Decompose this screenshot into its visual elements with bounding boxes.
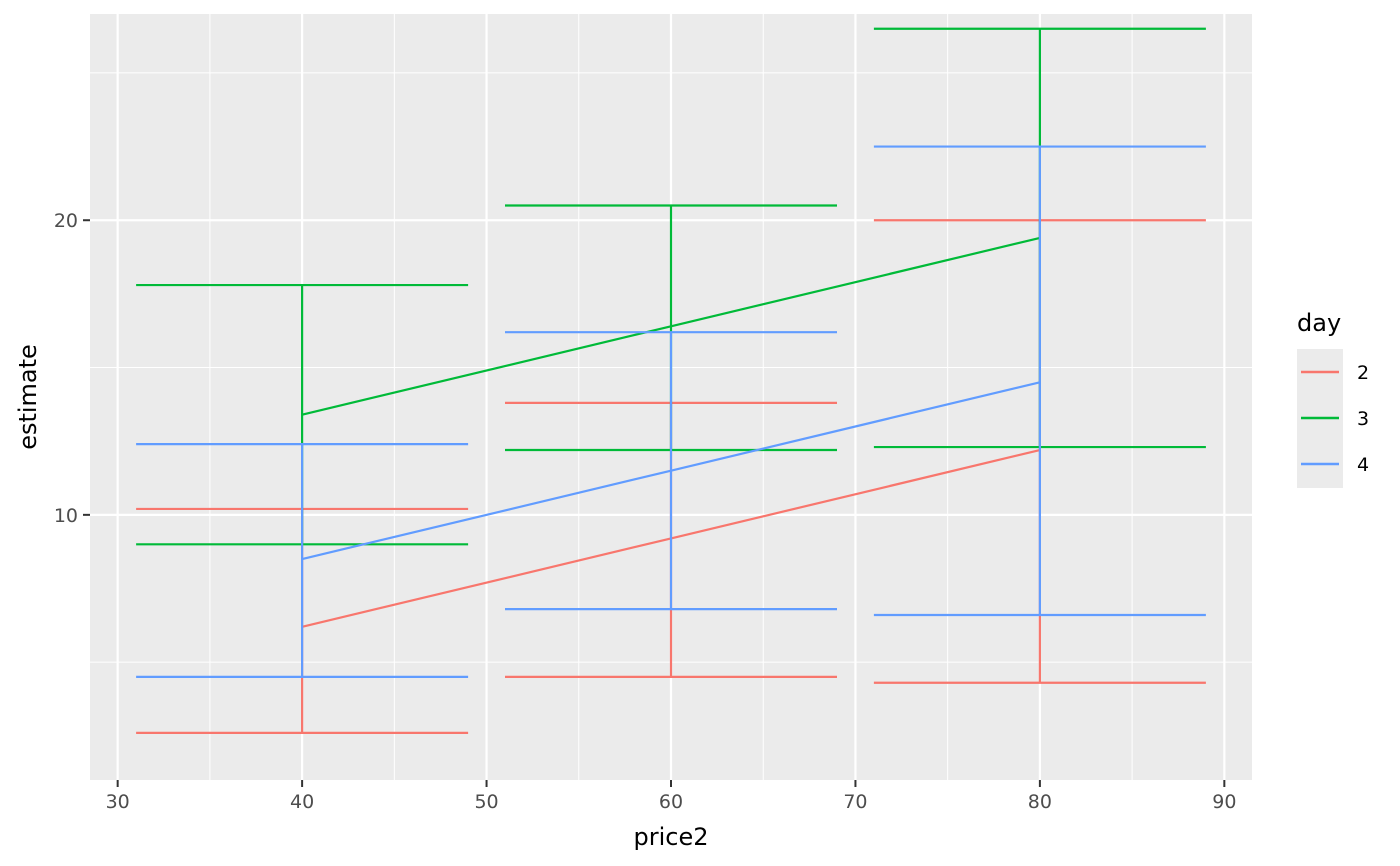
minor-gridlines: [90, 14, 1252, 780]
x-axis: 30 40 50 60 70 80 90: [106, 780, 1236, 813]
y-tick-label: 10: [54, 505, 78, 527]
legend-item-2: 2: [1301, 362, 1369, 384]
errorbar-4-80: [873, 145, 1206, 617]
x-tick-label: 60: [659, 791, 683, 813]
legend-title: day: [1297, 309, 1341, 337]
x-tick-label: 30: [106, 791, 130, 813]
x-tick-label: 50: [474, 791, 498, 813]
x-tick-label: 80: [1028, 791, 1052, 813]
y-axis-title: estimate: [14, 344, 42, 450]
series-4: [136, 145, 1206, 678]
legend-item-3: 3: [1301, 408, 1369, 430]
x-axis-title: price2: [634, 823, 709, 851]
legend-items: 2 3 4: [1301, 362, 1369, 476]
legend-label: 2: [1357, 362, 1369, 384]
x-tick-label: 90: [1212, 791, 1236, 813]
x-tick-label: 40: [290, 791, 314, 813]
errorbar-4-40: [136, 443, 469, 678]
legend: day 2 3 4: [1297, 309, 1369, 488]
series-layer: [136, 27, 1206, 734]
y-axis: 10 20: [54, 210, 90, 527]
legend-item-4: 4: [1301, 454, 1369, 476]
legend-label: 3: [1357, 408, 1369, 430]
series-line-3: [301, 236, 1041, 416]
legend-label: 4: [1357, 454, 1369, 476]
series-line-4: [301, 381, 1041, 561]
y-tick-label: 20: [54, 210, 78, 232]
x-tick-label: 70: [843, 791, 867, 813]
